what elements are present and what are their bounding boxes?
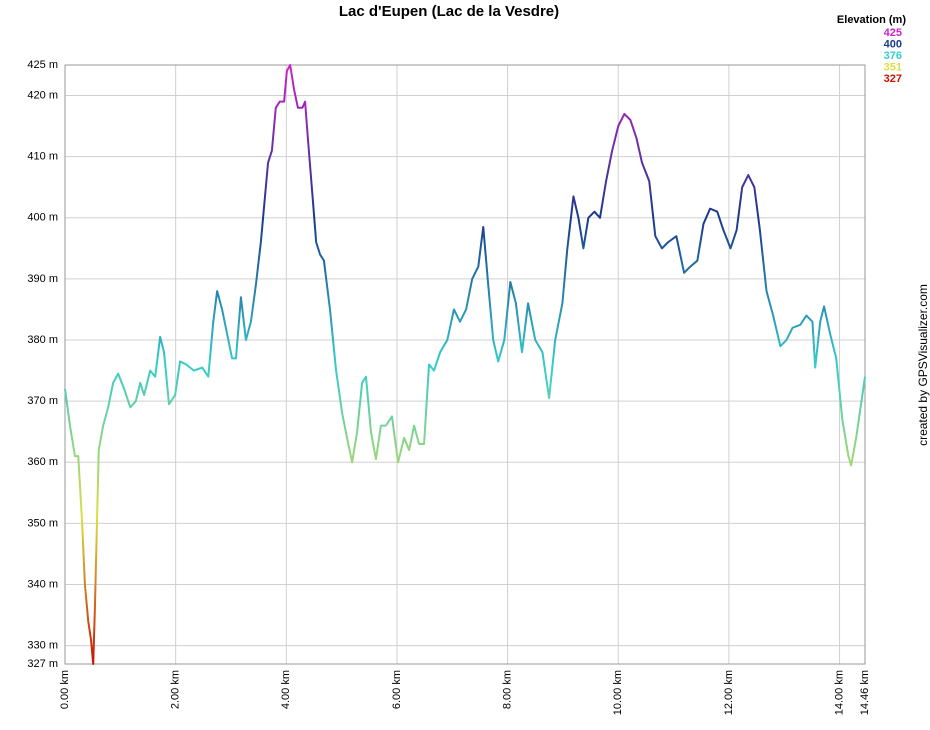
y-tick-label: 327 m <box>27 658 58 670</box>
legend-value: 327 <box>884 73 902 85</box>
plot-frame <box>64 64 866 665</box>
x-tick-label: 14.00 km <box>833 670 845 715</box>
legend-value: 400 <box>884 38 902 50</box>
chart-title: Lac d'Eupen (Lac de la Vesdre) <box>339 3 559 20</box>
x-tick-label: 14.46 km <box>859 670 871 715</box>
y-tick-label: 370 m <box>27 395 58 407</box>
y-tick-label: 380 m <box>27 334 58 346</box>
y-tick-label: 425 m <box>27 59 58 71</box>
y-tick-label: 410 m <box>27 151 58 163</box>
x-tick-label: 6.00 km <box>391 670 403 709</box>
y-tick-label: 340 m <box>27 578 58 590</box>
legend-value: 425 <box>884 27 902 39</box>
side-note: created by GPSVisualizer.com <box>916 284 930 446</box>
legend-title: Elevation (m) <box>837 14 906 26</box>
x-tick-label: 12.00 km <box>723 670 735 715</box>
legend-value: 376 <box>884 50 902 62</box>
y-tick-label: 420 m <box>27 89 58 101</box>
x-tick-label: 10.00 km <box>612 670 624 715</box>
y-tick-label: 390 m <box>27 273 58 285</box>
elevation-line <box>64 64 866 665</box>
x-tick-label: 0.00 km <box>59 670 71 709</box>
y-tick-label: 350 m <box>27 517 58 529</box>
x-tick-label: 4.00 km <box>280 670 292 709</box>
y-tick-label: 330 m <box>27 640 58 652</box>
legend-value: 351 <box>884 61 902 73</box>
y-tick-label: 400 m <box>27 212 58 224</box>
x-tick-label: 2.00 km <box>170 670 182 709</box>
x-tick-label: 8.00 km <box>502 670 514 709</box>
y-tick-label: 360 m <box>27 456 58 468</box>
